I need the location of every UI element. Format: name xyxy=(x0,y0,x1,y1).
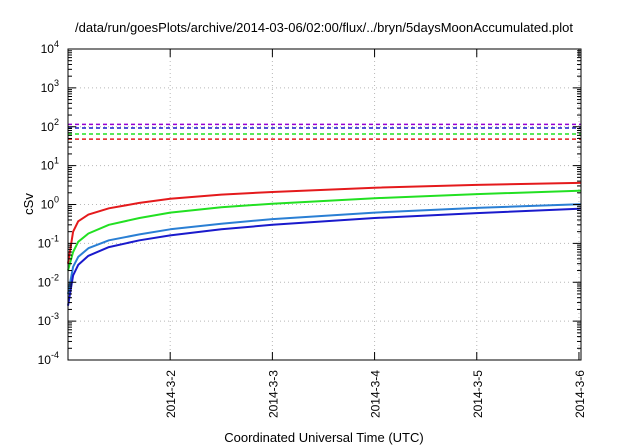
x-tick-labels: 2014-3-2 2014-3-3 2014-3-4 2014-3-5 2014-3-6 xyxy=(164,370,587,418)
y-tick-exponent: -3 xyxy=(51,311,59,321)
axis-ticks xyxy=(68,48,581,361)
chart-title: /data/run/goesPlots/archive/2014-03-06/0… xyxy=(75,20,573,35)
series-line xyxy=(67,203,581,295)
y-tick-exponent: 4 xyxy=(54,39,59,49)
y-tick-exponent: 1 xyxy=(54,156,59,166)
series-line xyxy=(67,181,581,264)
y-tick-exponent: -4 xyxy=(51,350,59,360)
limit-lines xyxy=(68,123,581,140)
y-tick-exponent: 3 xyxy=(54,78,59,88)
y-axis-title: cSv xyxy=(21,193,36,215)
x-tick-label: 2014-3-4 xyxy=(369,370,383,418)
x-axis-title: Coordinated Universal Time (UTC) xyxy=(224,430,423,445)
x-tick-label: 2014-3-5 xyxy=(471,370,485,418)
y-tick-exponent: 0 xyxy=(54,195,59,205)
x-tick-label: 2014-3-2 xyxy=(164,370,178,418)
y-tick-exponent: 2 xyxy=(54,117,59,127)
series-lines xyxy=(67,181,582,306)
x-tick-label: 2014-3-3 xyxy=(266,370,280,418)
series-line xyxy=(67,207,582,306)
grid xyxy=(68,49,581,360)
y-tick-exponent: -1 xyxy=(51,233,59,243)
y-tick-exponent: -2 xyxy=(51,272,59,282)
x-tick-label: 2014-3-6 xyxy=(573,370,587,418)
series-line xyxy=(67,189,581,271)
